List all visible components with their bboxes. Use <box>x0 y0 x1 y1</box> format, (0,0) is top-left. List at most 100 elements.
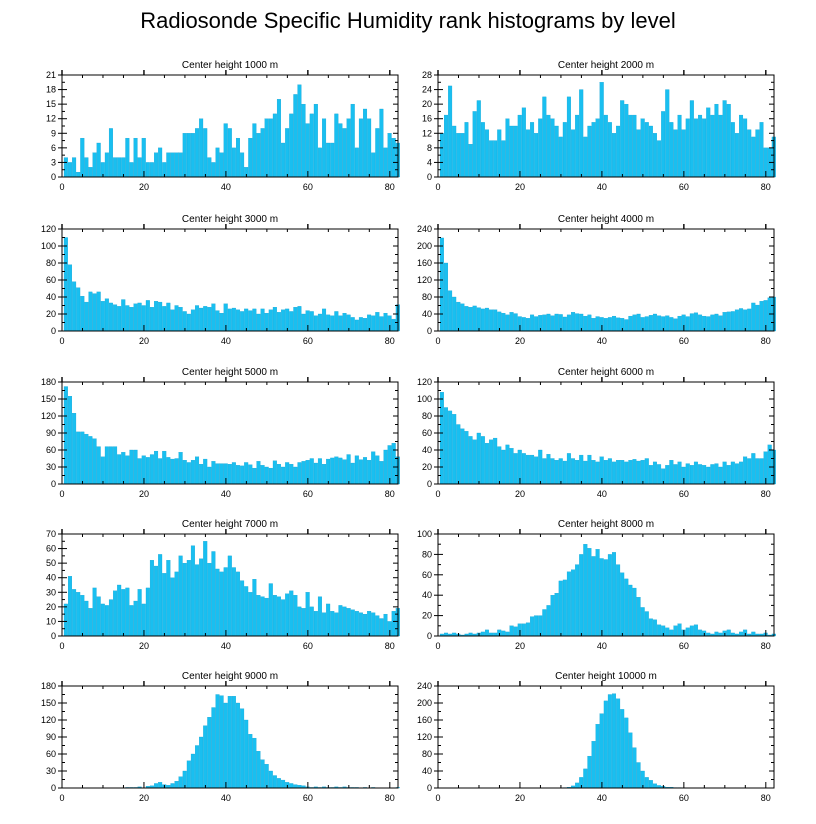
y-tick-label: 180 <box>41 681 56 691</box>
histogram-bar <box>252 737 257 789</box>
y-tick-label: 20 <box>422 99 432 109</box>
histogram-bar <box>285 128 290 178</box>
histogram-bar <box>207 562 212 637</box>
histogram-bar <box>158 554 163 637</box>
x-tick-label: 80 <box>385 641 395 651</box>
histogram-bar <box>472 111 477 178</box>
histogram-bar <box>739 114 744 178</box>
histogram-bar <box>137 589 142 637</box>
histogram-bar <box>448 85 453 178</box>
histogram-bar <box>272 460 277 485</box>
histogram-bar <box>301 313 306 332</box>
histogram-bar <box>203 306 208 332</box>
histogram-bar <box>640 460 645 485</box>
histogram-bar <box>693 461 698 485</box>
x-tick-label: 60 <box>679 336 689 346</box>
histogram-bar <box>383 147 388 178</box>
histogram-bar <box>452 125 457 178</box>
histogram-bar <box>710 464 715 485</box>
histogram-bar <box>644 316 649 332</box>
histogram-bar <box>174 305 179 332</box>
histogram-bar <box>669 122 674 178</box>
histogram-bar <box>342 128 347 178</box>
histogram-bar <box>652 783 657 789</box>
histogram-panel-9: Center height 9000 m 0 20 40 60 80 0 30 60 90 120 1… <box>41 671 400 803</box>
x-tick-label: 0 <box>435 489 440 499</box>
histogram-bar <box>76 431 81 485</box>
histogram-bar <box>235 465 240 485</box>
histogram-bar <box>199 118 204 178</box>
histogram-bar <box>244 308 249 332</box>
histogram-bar <box>293 466 298 485</box>
histogram-bar <box>685 463 690 485</box>
histogram-bar <box>121 589 126 637</box>
histogram-bar <box>677 623 682 637</box>
y-tick-label: 200 <box>417 698 432 708</box>
histogram-bar <box>579 454 584 485</box>
histogram-bar <box>747 129 752 178</box>
histogram-bar <box>550 595 555 637</box>
histogram-bar <box>718 315 723 332</box>
histogram-bar <box>505 631 510 637</box>
histogram-bar <box>550 458 555 485</box>
x-tick-label: 20 <box>515 182 525 192</box>
histogram-bar <box>387 133 392 178</box>
histogram-bar <box>575 782 580 789</box>
histogram-bar <box>505 118 510 178</box>
histogram-bar <box>219 571 224 637</box>
histogram-bar <box>743 309 748 332</box>
histogram-bar <box>624 319 629 332</box>
histogram-bar <box>68 264 73 332</box>
histogram-bar <box>501 312 506 332</box>
histogram-bar <box>334 113 339 178</box>
histogram-bar <box>80 137 85 178</box>
histogram-bar <box>149 560 154 637</box>
histogram-bar <box>476 307 481 332</box>
histogram-bar <box>546 605 551 637</box>
histogram-bar <box>166 302 171 332</box>
y-tick-label: 240 <box>417 224 432 234</box>
y-tick-label: 100 <box>417 394 432 404</box>
y-tick-label: 240 <box>417 681 432 691</box>
y-tick-label: 10 <box>46 616 56 626</box>
histogram-bar <box>558 136 563 178</box>
histogram-bar <box>84 157 89 178</box>
histogram-bar <box>350 609 355 637</box>
y-tick-label: 24 <box>422 85 432 95</box>
histogram-bar <box>521 453 526 485</box>
histogram-bar <box>726 465 731 485</box>
histogram-bar <box>305 123 310 178</box>
histogram-bar <box>129 449 134 485</box>
histogram-bar <box>632 314 637 332</box>
histogram-bar <box>439 392 444 485</box>
x-tick-label: 80 <box>385 336 395 346</box>
histogram-bar <box>166 457 171 485</box>
histogram-bar <box>182 133 187 178</box>
histogram-bar <box>272 113 277 178</box>
histogram-bar <box>285 462 290 485</box>
histogram-bar <box>571 569 576 637</box>
histogram-bar <box>464 431 469 485</box>
histogram-bar <box>256 313 261 332</box>
histogram-bar <box>452 296 457 332</box>
histogram-bar <box>100 603 105 637</box>
histogram-bar <box>591 122 596 178</box>
histogram-bar <box>125 455 130 485</box>
histogram-bar <box>235 137 240 178</box>
histogram-bar <box>534 316 539 332</box>
histogram-bar <box>730 461 735 485</box>
histogram-bar <box>583 315 588 332</box>
histogram-bar <box>718 466 723 485</box>
histogram-bar <box>231 307 236 332</box>
histogram-bar <box>330 315 335 332</box>
histogram-bar <box>591 741 596 789</box>
histogram-bar <box>460 133 465 178</box>
histogram-bar <box>685 316 690 332</box>
histogram-bar <box>383 613 388 637</box>
histogram-bar <box>726 311 731 332</box>
histogram-bar <box>317 313 322 332</box>
x-tick-label: 0 <box>435 182 440 192</box>
histogram-bar <box>575 564 580 637</box>
panel-title: Center height 6000 m <box>558 367 654 378</box>
x-tick-label: 20 <box>139 182 149 192</box>
